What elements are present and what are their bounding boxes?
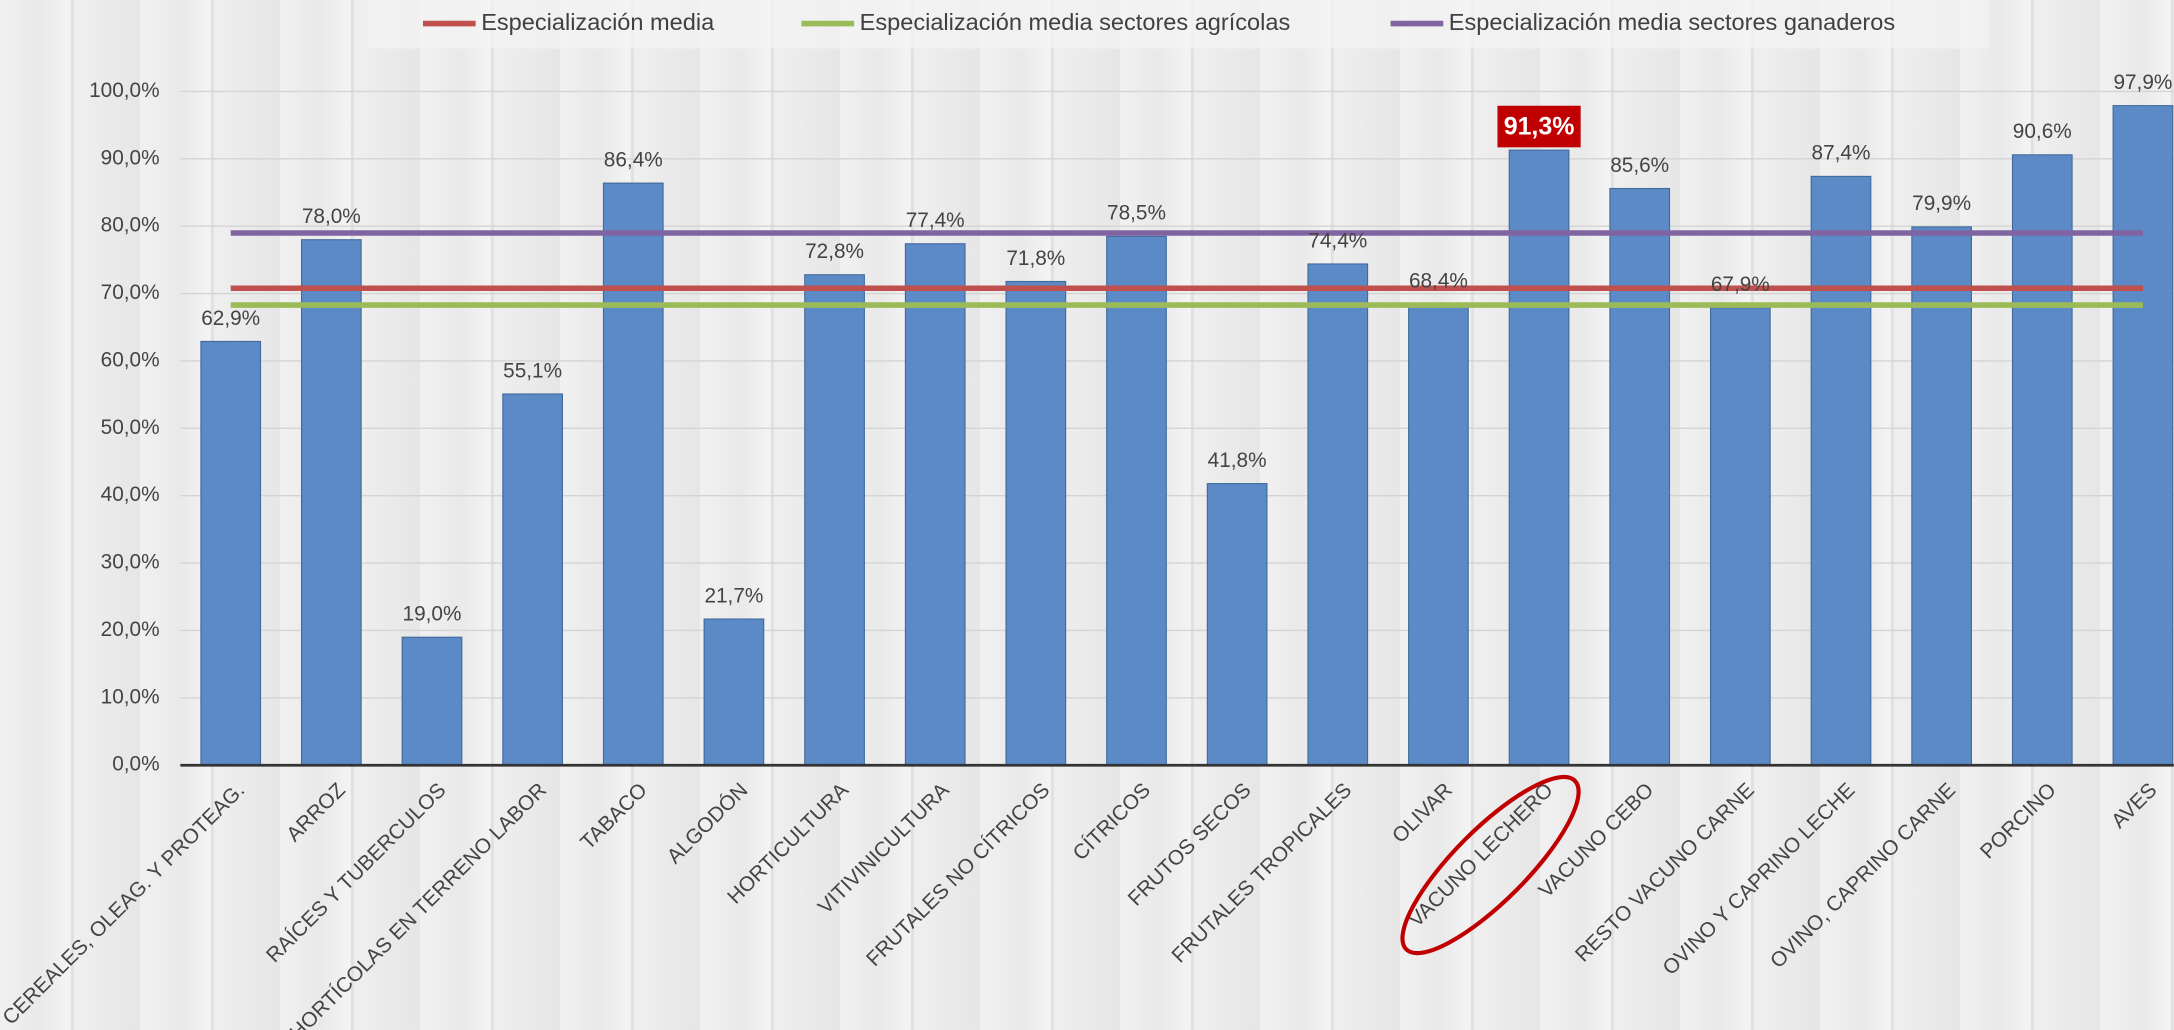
x-tick-label: ARROZ [282,778,350,846]
data-label: 86,4% [604,148,663,171]
y-tick-label: 70,0% [101,281,160,304]
bar [502,393,563,766]
bar [1609,187,1671,766]
data-label: 74,4% [1308,229,1367,252]
bar [703,618,765,766]
data-label: 55,1% [503,359,562,382]
data-label: 78,5% [1107,202,1166,225]
bar [1206,483,1268,766]
bar [1106,235,1167,766]
bar [401,636,463,766]
data-label: 68,4% [1409,270,1468,293]
data-label: 41,8% [1208,449,1267,472]
data-label: 87,4% [1812,142,1871,165]
bar [1508,149,1570,766]
x-tick-label: AVES [2107,779,2161,833]
data-label: 19,0% [403,603,462,626]
x-tick-label: TABACO [576,779,652,855]
bar [1911,226,1972,766]
data-label: 77,4% [906,209,965,232]
x-tick-label: FRUTALES NO CÍTRICOS [862,779,1054,971]
bar [2112,105,2174,766]
data-label: 21,7% [704,584,763,607]
bar [804,274,865,766]
data-label: 79,9% [1912,192,1971,215]
x-tick-label: OLIVAR [1388,779,1457,848]
x-tick-label: OVINO Y CAPRINO LECHE [1658,779,1859,980]
bar [1005,280,1067,766]
legend-label: Especialización media sectores ganaderos [1449,9,1895,35]
bar [904,243,966,766]
x-tick-label: CÍTRICOS [1069,779,1155,865]
bar [602,182,664,766]
legend-label: Especialización media sectores agrícolas [860,9,1291,35]
y-tick-label: 80,0% [101,214,160,237]
highlight-box [1497,105,1581,148]
data-label: 67,9% [1711,273,1770,296]
y-tick-label: 40,0% [101,483,160,506]
y-tick-label: 10,0% [101,685,160,708]
legend-label: Especialización media [481,9,715,35]
data-label: 85,6% [1610,154,1669,177]
y-tick-label: 20,0% [101,618,160,641]
data-label: 97,9% [2113,71,2172,94]
legend-box [367,0,1990,49]
data-label: 72,8% [805,240,864,263]
y-tick-label: 0,0% [112,753,159,776]
y-tick-label: 60,0% [101,348,160,371]
data-label: 71,8% [1006,247,1065,270]
y-tick-label: 50,0% [101,416,160,439]
data-label: 62,9% [201,307,260,330]
bar [300,239,362,766]
x-tick-label: PORCINO [1976,779,2061,864]
x-tick-label: RAÍCES Y TUBERCULOS [262,779,451,968]
bar [1408,303,1469,766]
y-tick-label: 90,0% [101,146,160,169]
bar [1307,263,1369,766]
x-tick-label: RESTO VACUNO CARNE [1571,779,1759,967]
y-tick-label: 30,0% [101,551,160,574]
bar [200,340,262,766]
y-tick-label: 100,0% [89,79,159,102]
x-tick-label: CEREALES, OLEAG. Y PROTEAG. [0,779,249,1030]
bar [1709,307,1771,766]
x-tick-label: FRUTALES TROPICALES [1167,779,1356,968]
highlight-ellipse [1400,774,1581,956]
data-label: 91,3% [1504,113,1575,141]
data-label: 78,0% [302,205,361,228]
bar [1810,175,1872,766]
bar [2011,154,2073,766]
x-tick-label: OVINO, CAPRINO CARNE [1766,779,1960,973]
data-label: 90,6% [2013,120,2072,143]
x-tick-label: ALGODÓN [663,779,753,869]
